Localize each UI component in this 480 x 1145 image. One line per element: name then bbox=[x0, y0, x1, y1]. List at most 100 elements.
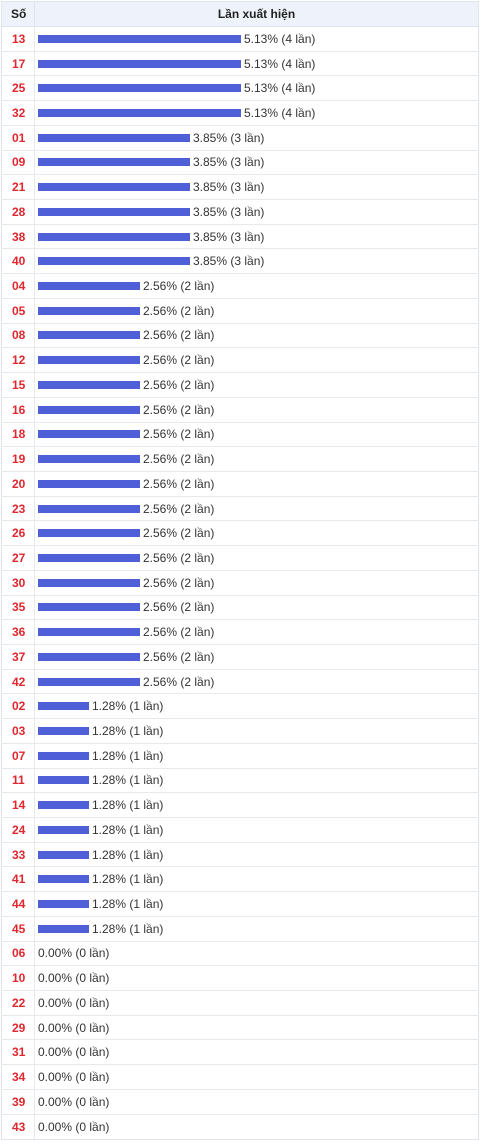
row-number: 38 bbox=[2, 224, 35, 249]
table-row: 11 1.28% (1 lần) bbox=[2, 768, 478, 794]
table-row: 36 2.56% (2 lần) bbox=[2, 620, 478, 645]
table-row: 32 5.13% (4 lần) bbox=[2, 101, 478, 126]
frequency-label: 2.56% (2 lần) bbox=[143, 377, 215, 392]
table-row: 44 1.28% (1 lần) bbox=[2, 892, 478, 917]
row-frequency-cell: 5.13% (4 lần) bbox=[35, 27, 478, 51]
row-frequency-cell: 2.56% (2 lần) bbox=[35, 670, 478, 694]
frequency-bar bbox=[38, 109, 241, 118]
row-frequency-cell: 3.85% (3 lần) bbox=[35, 175, 478, 199]
frequency-label: 2.56% (2 lần) bbox=[143, 526, 215, 541]
frequency-label: 1.28% (1 lần) bbox=[92, 822, 164, 837]
frequency-label: 2.56% (2 lần) bbox=[143, 674, 215, 689]
frequency-bar bbox=[38, 726, 89, 735]
row-frequency-cell: 5.13% (4 lần) bbox=[35, 52, 478, 76]
row-number: 14 bbox=[2, 793, 35, 817]
row-number: 10 bbox=[2, 966, 35, 991]
row-frequency-cell: 5.13% (4 lần) bbox=[35, 76, 478, 100]
row-number: 25 bbox=[2, 76, 35, 101]
frequency-bar bbox=[38, 751, 89, 760]
table-body: 13 5.13% (4 lần) 17 5.13% (4 lần) 25 5.13% (4… bbox=[2, 27, 478, 1140]
frequency-label: 0.00% (0 lần) bbox=[38, 1020, 110, 1035]
frequency-label: 2.56% (2 lần) bbox=[143, 328, 215, 343]
table-row: 27 2.56% (2 lần) bbox=[2, 546, 478, 571]
frequency-label: 2.56% (2 lần) bbox=[143, 303, 215, 318]
table-header: Số Lần xuất hiện bbox=[2, 2, 478, 27]
row-number: 33 bbox=[2, 842, 35, 867]
frequency-label: 2.56% (2 lần) bbox=[143, 649, 215, 664]
table-row: 21 3.85% (3 lần) bbox=[2, 175, 478, 201]
row-frequency-cell: 2.56% (2 lần) bbox=[35, 472, 478, 496]
frequency-bar bbox=[38, 825, 89, 834]
table-row: 19 2.56% (2 lần) bbox=[2, 447, 478, 472]
frequency-label: 0.00% (0 lần) bbox=[38, 1094, 110, 1109]
row-number: 41 bbox=[2, 867, 35, 892]
row-number: 34 bbox=[2, 1065, 35, 1089]
row-number: 37 bbox=[2, 644, 35, 669]
table-row: 39 0.00% (0 lần) bbox=[2, 1089, 478, 1115]
row-frequency-cell: 2.56% (2 lần) bbox=[35, 373, 478, 397]
frequency-label: 1.28% (1 lần) bbox=[92, 748, 164, 763]
row-number: 03 bbox=[2, 719, 35, 743]
frequency-label: 0.00% (0 lần) bbox=[38, 1119, 110, 1134]
table-row: 43 0.00% (0 lần) bbox=[2, 1114, 478, 1140]
frequency-bar bbox=[38, 924, 89, 933]
table-row: 35 2.56% (2 lần) bbox=[2, 595, 478, 621]
frequency-bar bbox=[38, 850, 89, 859]
row-number: 09 bbox=[2, 150, 35, 175]
frequency-bar bbox=[38, 529, 140, 538]
row-number: 05 bbox=[2, 298, 35, 323]
frequency-label: 2.56% (2 lần) bbox=[143, 279, 215, 294]
row-frequency-cell: 1.28% (1 lần) bbox=[35, 744, 478, 768]
row-frequency-cell: 2.56% (2 lần) bbox=[35, 571, 478, 595]
row-number: 02 bbox=[2, 694, 35, 719]
frequency-bar bbox=[38, 677, 140, 686]
table-row: 12 2.56% (2 lần) bbox=[2, 348, 478, 374]
row-number: 08 bbox=[2, 323, 35, 348]
row-frequency-cell: 3.85% (3 lần) bbox=[35, 225, 478, 249]
frequency-bar bbox=[38, 628, 140, 637]
frequency-label: 2.56% (2 lần) bbox=[143, 427, 215, 442]
table-row: 30 2.56% (2 lần) bbox=[2, 570, 478, 596]
frequency-label: 3.85% (3 lần) bbox=[193, 254, 265, 269]
row-frequency-cell: 0.00% (0 lần) bbox=[35, 1115, 478, 1140]
table-row: 23 2.56% (2 lần) bbox=[2, 496, 478, 522]
row-number: 43 bbox=[2, 1114, 35, 1140]
table-row: 05 2.56% (2 lần) bbox=[2, 298, 478, 324]
table-row: 09 3.85% (3 lần) bbox=[2, 150, 478, 176]
row-frequency-cell: 1.28% (1 lần) bbox=[35, 818, 478, 842]
frequency-bar bbox=[38, 405, 140, 414]
row-frequency-cell: 1.28% (1 lần) bbox=[35, 892, 478, 916]
row-frequency-cell: 1.28% (1 lần) bbox=[35, 769, 478, 793]
frequency-label: 1.28% (1 lần) bbox=[92, 699, 164, 714]
table-row: 20 2.56% (2 lần) bbox=[2, 471, 478, 497]
table-row: 01 3.85% (3 lần) bbox=[2, 125, 478, 151]
frequency-bar bbox=[38, 455, 140, 464]
row-frequency-cell: 0.00% (0 lần) bbox=[35, 1065, 478, 1089]
row-number: 18 bbox=[2, 422, 35, 447]
frequency-label: 2.56% (2 lần) bbox=[143, 476, 215, 491]
frequency-label: 0.00% (0 lần) bbox=[38, 971, 110, 986]
row-frequency-cell: 2.56% (2 lần) bbox=[35, 596, 478, 620]
table-row: 03 1.28% (1 lần) bbox=[2, 719, 478, 744]
row-frequency-cell: 5.13% (4 lần) bbox=[35, 101, 478, 125]
frequency-label: 2.56% (2 lần) bbox=[143, 402, 215, 417]
row-number: 06 bbox=[2, 941, 35, 966]
frequency-bar bbox=[38, 652, 140, 661]
frequency-bar bbox=[38, 158, 190, 167]
frequency-bar bbox=[38, 603, 140, 612]
table-row: 14 1.28% (1 lần) bbox=[2, 793, 478, 818]
table-row: 08 2.56% (2 lần) bbox=[2, 323, 478, 349]
table-row: 02 1.28% (1 lần) bbox=[2, 694, 478, 720]
frequency-label: 3.85% (3 lần) bbox=[193, 155, 265, 170]
frequency-bar bbox=[38, 900, 89, 909]
frequency-label: 5.13% (4 lần) bbox=[244, 31, 316, 46]
frequency-bar bbox=[38, 553, 140, 562]
row-frequency-cell: 1.28% (1 lần) bbox=[35, 843, 478, 867]
row-frequency-cell: 0.00% (0 lần) bbox=[35, 942, 478, 966]
row-number: 40 bbox=[2, 249, 35, 274]
row-number: 16 bbox=[2, 397, 35, 422]
table-row: 04 2.56% (2 lần) bbox=[2, 274, 478, 299]
row-number: 45 bbox=[2, 916, 35, 941]
row-number: 44 bbox=[2, 892, 35, 916]
